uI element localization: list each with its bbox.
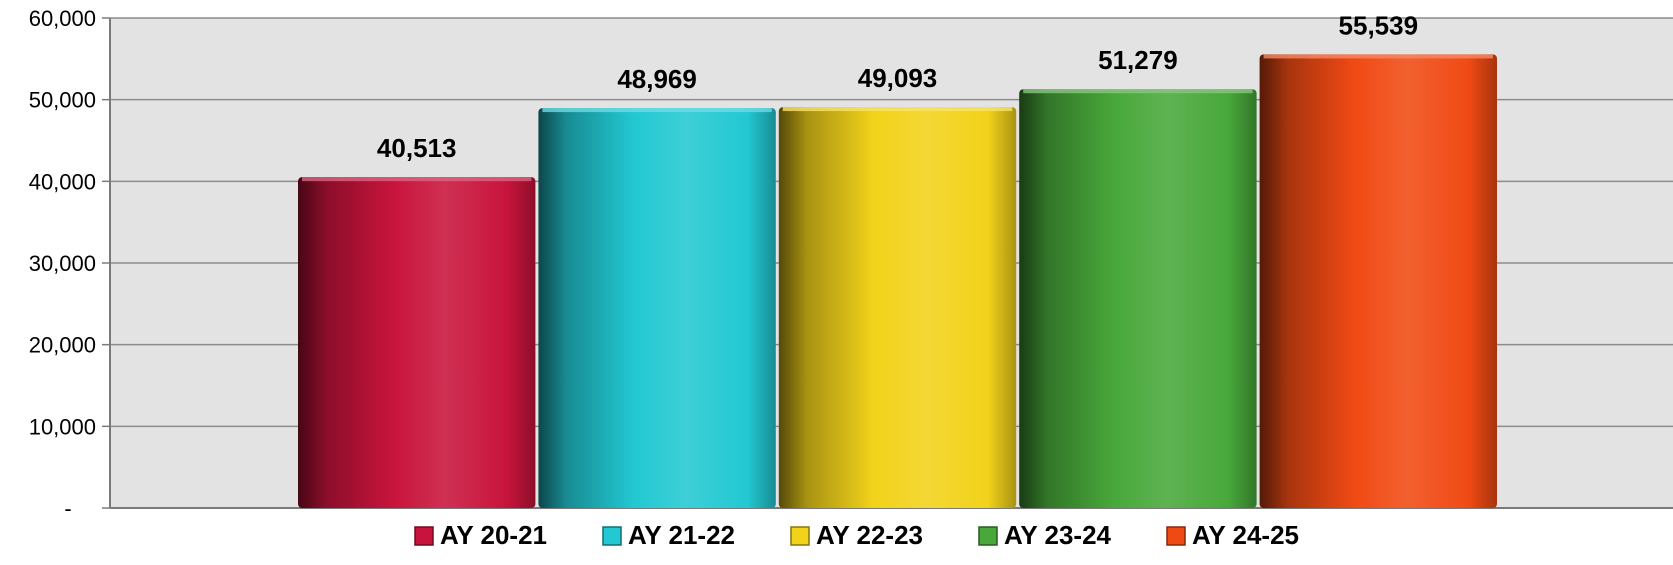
y-tick-label: -: [64, 496, 71, 521]
bar-top-highlight: [782, 107, 1013, 112]
bar-ay-24-25: [1259, 54, 1497, 509]
bar-top-highlight: [542, 108, 772, 113]
y-tick-label: 40,000: [29, 169, 96, 194]
legend-label: AY 21-22: [628, 520, 735, 550]
data-label: 49,093: [858, 63, 938, 93]
bar-ay-23-24: [1019, 89, 1257, 508]
data-label: 51,279: [1098, 45, 1178, 75]
bars: [298, 54, 1497, 509]
bar-ay-20-21: [298, 177, 536, 508]
y-axis: - 10,000 20,000 30,000 40,000 50,000 60,000: [29, 6, 111, 521]
data-label: 40,513: [377, 133, 457, 163]
legend-label: AY 22-23: [816, 520, 923, 550]
legend-swatch: [1166, 526, 1186, 546]
bar-top-highlight: [1023, 89, 1253, 94]
legend-swatch: [978, 526, 998, 546]
data-label: 55,539: [1339, 10, 1419, 40]
legend-swatch: [790, 526, 810, 546]
legend-swatch: [602, 526, 622, 546]
y-tick-label: 60,000: [29, 6, 96, 31]
data-label: 48,969: [617, 64, 697, 94]
y-tick-label: 50,000: [29, 88, 96, 113]
legend: AY 20-21 AY 21-22 AY 22-23 AY 23-24 AY 24-25: [414, 520, 1299, 550]
bar-ay-21-22: [538, 108, 776, 509]
legend-label: AY 20-21: [440, 520, 547, 550]
y-tick-label: 30,000: [29, 251, 96, 276]
bar-ay-22-23: [778, 107, 1017, 509]
y-tick-label: 20,000: [29, 333, 96, 358]
data-labels: 40,513 48,969 49,093 51,279 55,539: [377, 10, 1418, 163]
legend-label: AY 23-24: [1004, 520, 1112, 550]
y-tick-label: 10,000: [29, 414, 96, 439]
legend-label: AY 24-25: [1192, 520, 1299, 550]
bar-top-highlight: [1263, 54, 1493, 59]
bar-top-highlight: [302, 177, 532, 182]
legend-swatch: [414, 526, 434, 546]
